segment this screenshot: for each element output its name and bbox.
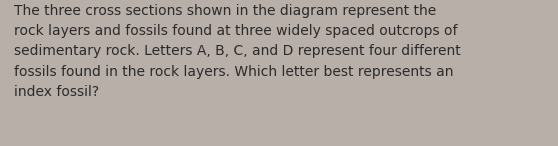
Text: The three cross sections shown in the diagram represent the
rock layers and foss: The three cross sections shown in the di… <box>14 4 461 99</box>
